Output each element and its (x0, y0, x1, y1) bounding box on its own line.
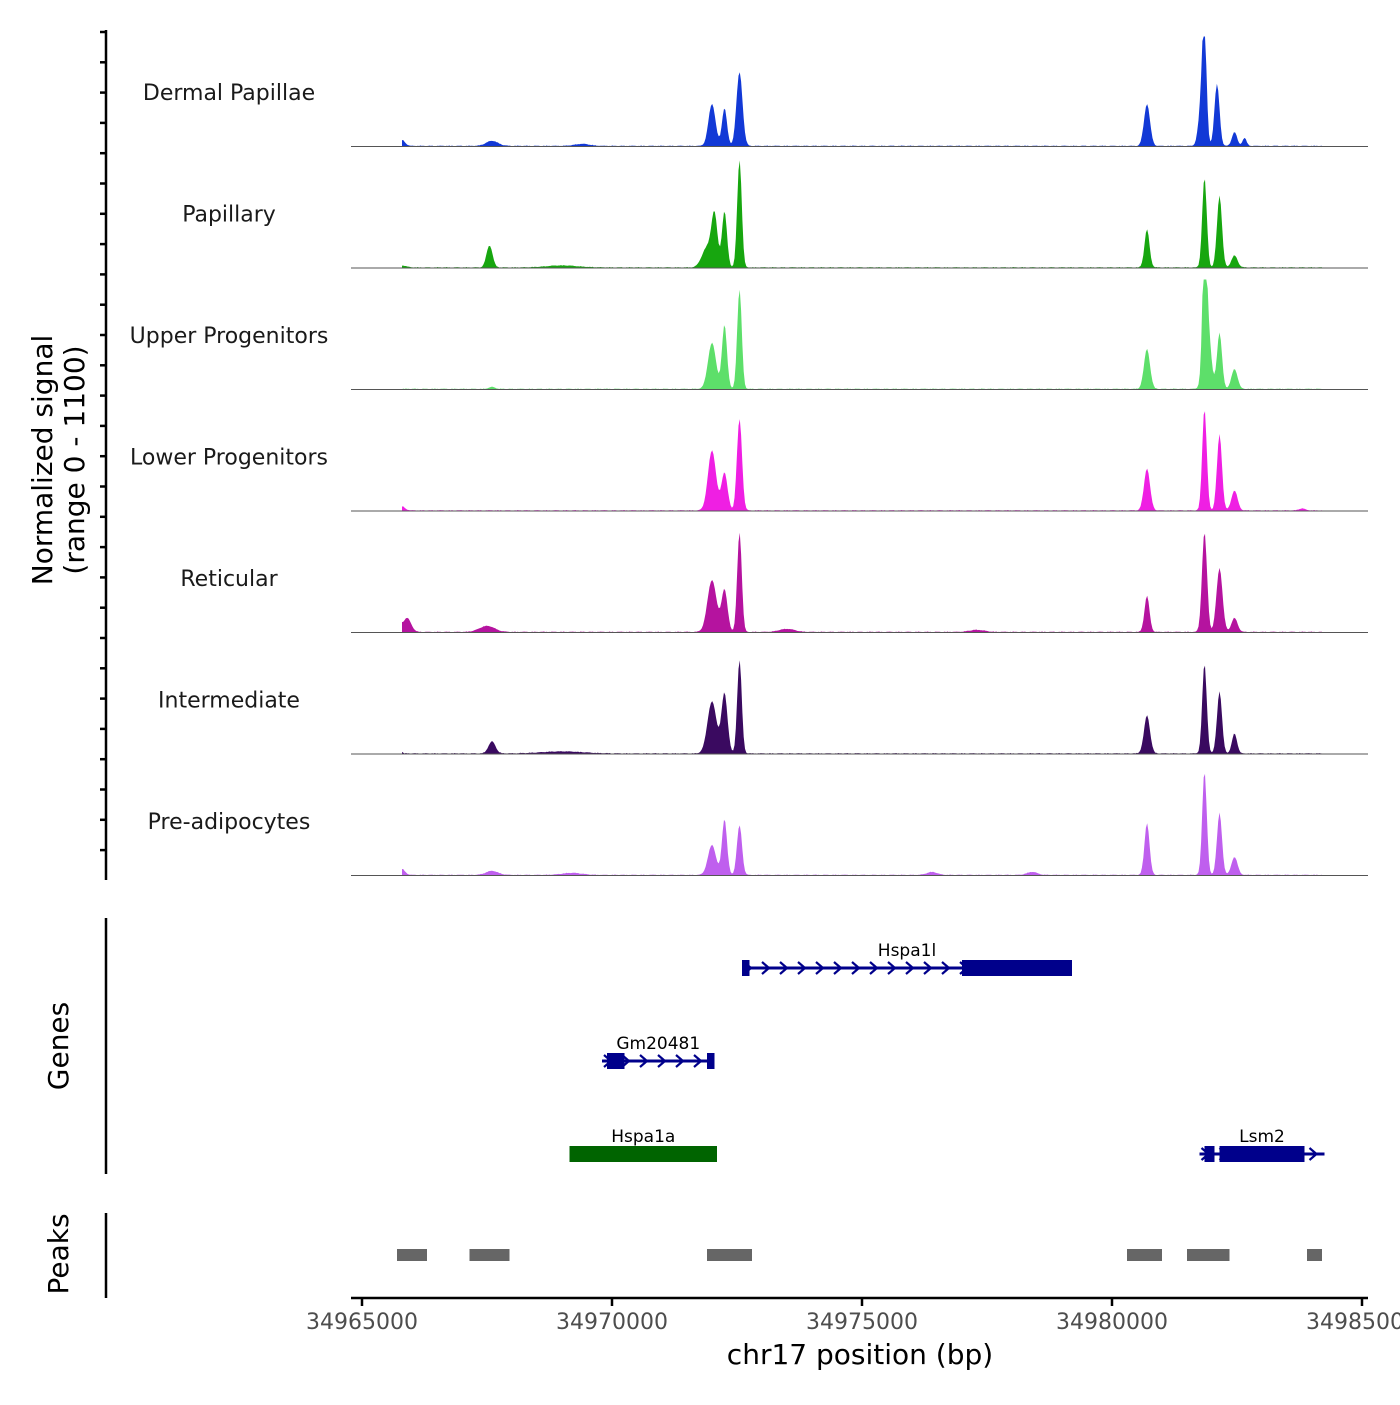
track-label: Papillary (182, 203, 276, 228)
signal-tracks: Dermal Papillae Papillary Upper Progenitor… (130, 36, 1368, 876)
x-tick-label: 34975000 (806, 1310, 918, 1335)
strand-arrow (1308, 1147, 1319, 1161)
strand-arrow (797, 961, 807, 975)
track-label: Pre-adipocytes (148, 810, 311, 835)
strand-arrow (1200, 1147, 1211, 1161)
gene-model: Hspa1l (742, 941, 1072, 976)
strand-arrow (959, 961, 969, 975)
gene-exon (1227, 1146, 1305, 1162)
strand-arrow (657, 1054, 667, 1068)
strand-arrow (977, 961, 987, 975)
strand-arrow (1236, 1147, 1247, 1161)
track-label: Lower Progenitors (130, 446, 328, 471)
signal-area (402, 160, 1322, 268)
x-tick-label: 34985000 (1306, 1310, 1400, 1335)
x-tick-label: 34965000 (306, 1310, 418, 1335)
genes-panel-title: Genes (42, 1002, 75, 1090)
signal-track: Papillary (182, 160, 1368, 269)
strand-arrow (941, 961, 951, 975)
peaks-track (397, 1249, 1322, 1261)
gene-exon (707, 1053, 715, 1069)
signal-area (402, 411, 1322, 511)
peak-region (469, 1249, 510, 1261)
strand-arrow (1049, 961, 1059, 975)
signal-area (402, 532, 1322, 633)
signal-area (402, 36, 1322, 147)
strand-arrow (743, 961, 753, 975)
gene-model: Lsm2 (1199, 1127, 1325, 1162)
gene-model: Hspa1a (569, 1127, 717, 1162)
gene-label: Lsm2 (1239, 1127, 1285, 1147)
strand-arrow (923, 961, 933, 975)
gene-exon (962, 960, 1072, 976)
signal-track: Upper Progenitors (130, 279, 1368, 390)
signal-track: Lower Progenitors (130, 411, 1368, 512)
gene-model: Gm20481 (602, 1034, 715, 1069)
signal-y-axis (100, 30, 108, 880)
strand-arrow (675, 1054, 685, 1068)
y-axis-title: Normalized signal (range 0 - 1100) (26, 335, 91, 586)
peak-region (397, 1249, 427, 1261)
x-axis: 34965000 34970000 34975000 34980000 34985000 (306, 1296, 1400, 1335)
signal-area (402, 279, 1322, 390)
strand-arrow (603, 1054, 613, 1068)
strand-arrow (887, 961, 897, 975)
y-axis-title-line1: Normalized signal (26, 335, 59, 586)
track-label: Intermediate (158, 689, 300, 714)
strand-arrow (693, 1054, 703, 1068)
gene-exon (607, 1053, 625, 1069)
strand-arrow (1290, 1147, 1301, 1161)
gene-exon (569, 1146, 717, 1162)
strand-arrow (815, 961, 825, 975)
strand-arrow (1272, 1147, 1283, 1161)
gene-label: Hspa1a (611, 1127, 675, 1147)
gene-annotation-track: Hspa1l Gm20481 Hspa1a Lsm2 (569, 941, 1325, 1162)
strand-arrow (851, 961, 861, 975)
signal-track: Intermediate (158, 660, 1368, 755)
signal-area (402, 660, 1322, 754)
signal-track: Reticular (180, 532, 1368, 633)
signal-track: Pre-adipocytes (148, 773, 1368, 876)
strand-arrow (995, 961, 1005, 975)
track-label: Upper Progenitors (130, 324, 329, 349)
y-axis-title-line2: (range 0 - 1100) (58, 345, 91, 574)
peak-region (1127, 1249, 1162, 1261)
strand-arrow (761, 961, 771, 975)
peak-region (1187, 1249, 1230, 1261)
peak-region (707, 1249, 752, 1261)
strand-arrow (905, 961, 915, 975)
x-axis-title: chr17 position (bp) (727, 1338, 993, 1371)
strand-arrow (779, 961, 789, 975)
strand-arrow (1218, 1147, 1229, 1161)
track-label: Dermal Papillae (143, 81, 315, 106)
strand-arrow (621, 1054, 631, 1068)
x-tick-label: 34980000 (1056, 1310, 1168, 1335)
track-label: Reticular (180, 567, 278, 592)
signal-track: Dermal Papillae (143, 36, 1368, 147)
gene-exon (742, 960, 750, 976)
strand-arrow (833, 961, 843, 975)
signal-area (402, 773, 1322, 876)
peak-region (1307, 1249, 1322, 1261)
gene-label: Gm20481 (616, 1034, 700, 1054)
strand-arrow (1254, 1147, 1265, 1161)
strand-arrow (869, 961, 879, 975)
x-tick-label: 34970000 (556, 1310, 668, 1335)
gene-label: Hspa1l (878, 941, 936, 961)
strand-arrow (1013, 961, 1023, 975)
peaks-panel-title: Peaks (42, 1213, 75, 1294)
strand-arrow (639, 1054, 649, 1068)
strand-arrow (1031, 961, 1041, 975)
